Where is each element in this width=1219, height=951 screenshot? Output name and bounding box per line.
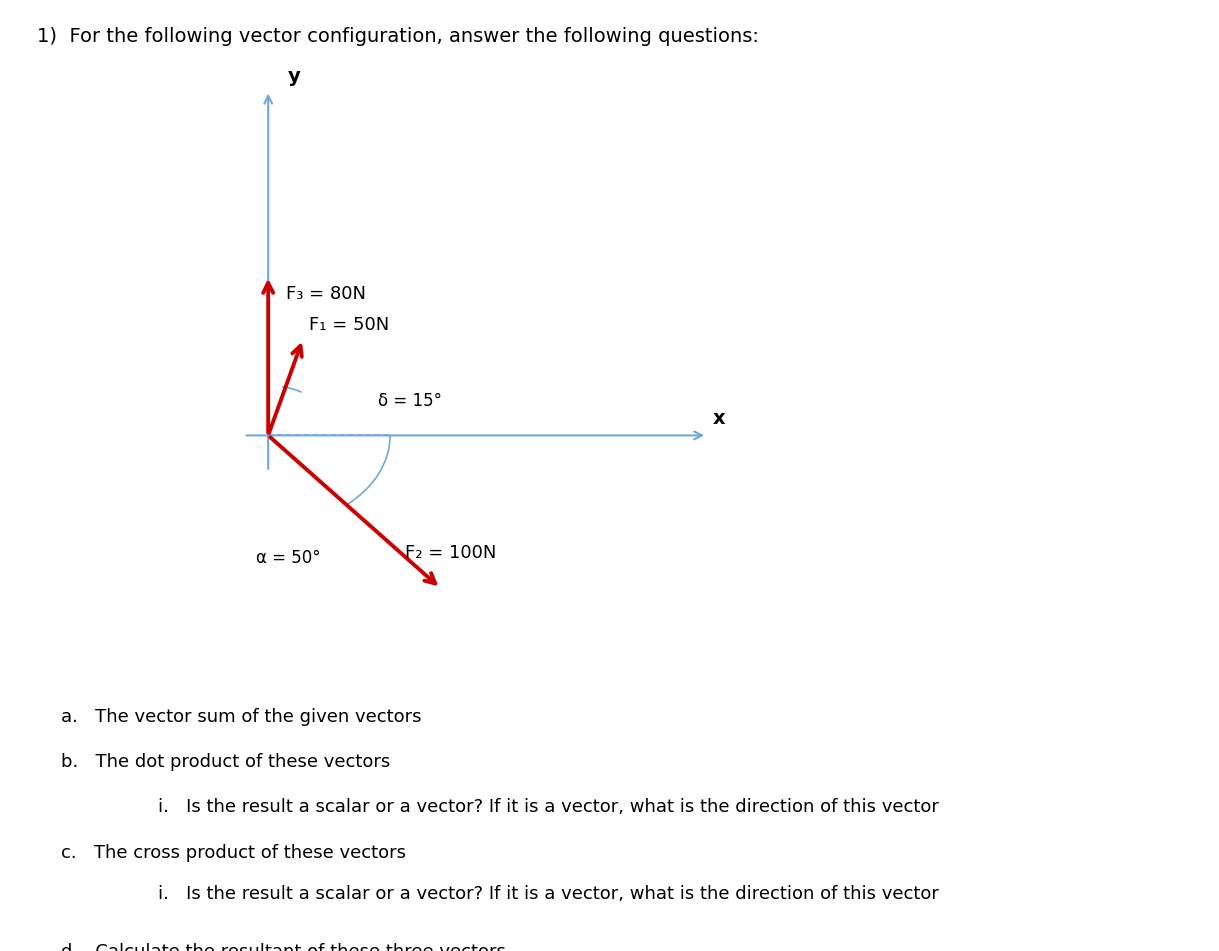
Text: 1)  For the following vector configuration, answer the following questions:: 1) For the following vector configuratio… [37, 28, 758, 47]
Text: y: y [288, 68, 300, 87]
Text: x: x [713, 409, 725, 428]
Text: F₃ = 80N: F₃ = 80N [286, 284, 367, 302]
Text: c.   The cross product of these vectors: c. The cross product of these vectors [61, 844, 406, 862]
Text: F₁ = 50N: F₁ = 50N [308, 317, 389, 335]
Text: a.   The vector sum of the given vectors: a. The vector sum of the given vectors [61, 708, 422, 726]
Text: i.   Is the result a scalar or a vector? If it is a vector, what is the directio: i. Is the result a scalar or a vector? I… [158, 884, 940, 902]
Text: i.   Is the result a scalar or a vector? If it is a vector, what is the directio: i. Is the result a scalar or a vector? I… [158, 798, 940, 816]
Text: δ = 15°: δ = 15° [378, 393, 442, 411]
Text: F₂ = 100N: F₂ = 100N [405, 544, 496, 562]
Text: α = 50°: α = 50° [256, 549, 321, 567]
Text: d.   Calculate the resultant of these three vectors: d. Calculate the resultant of these thre… [61, 943, 506, 951]
Text: b.   The dot product of these vectors: b. The dot product of these vectors [61, 753, 390, 771]
